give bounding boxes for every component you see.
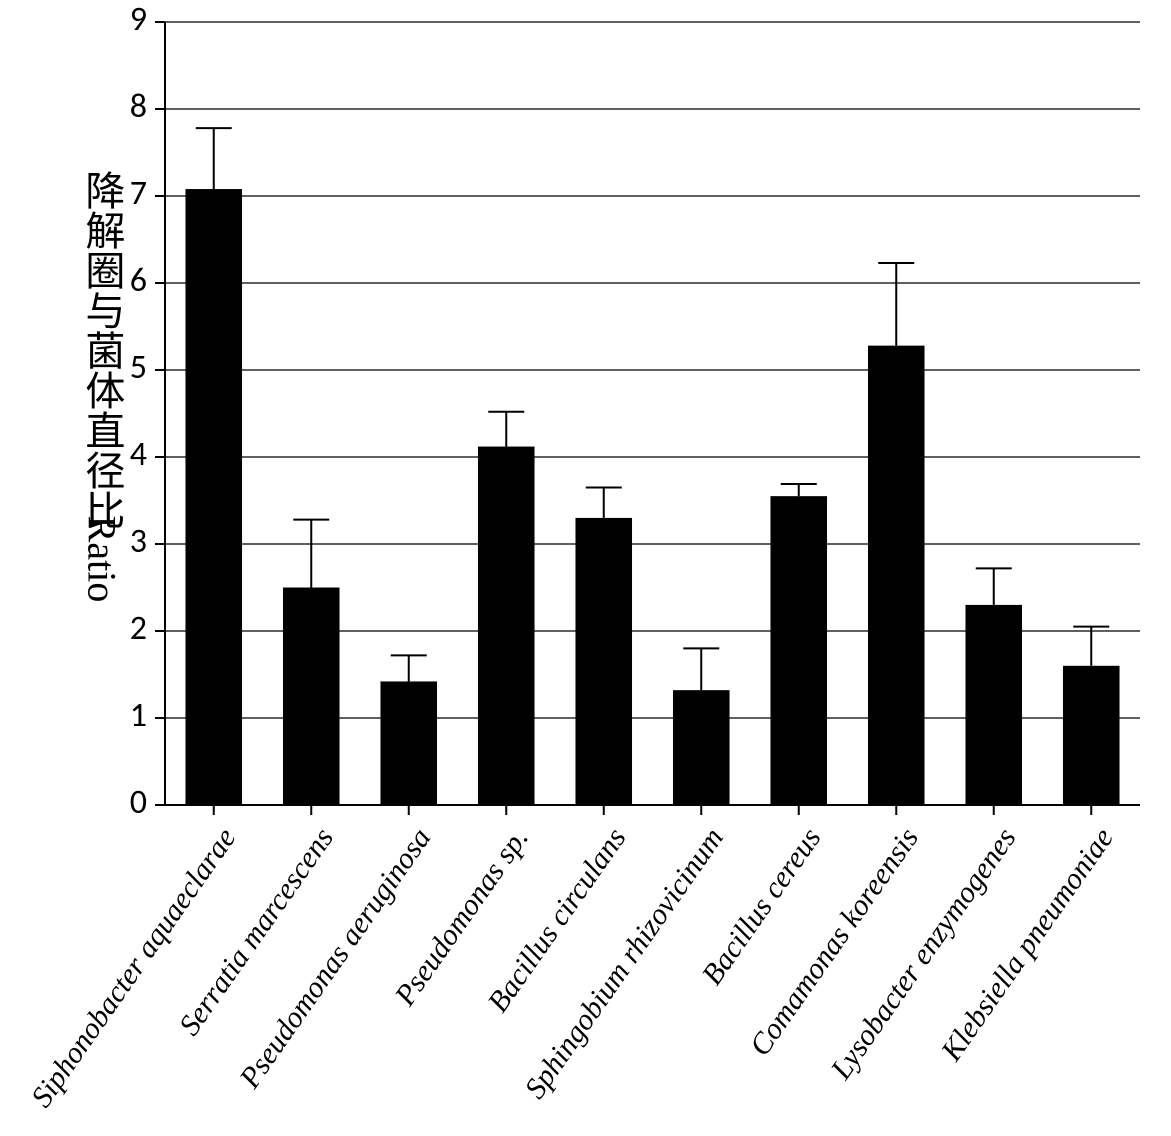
y-axis-label-cjk: 降解圈与菌体直径比 — [79, 170, 124, 530]
svg-text:9: 9 — [130, 0, 147, 40]
svg-text:8: 8 — [130, 86, 147, 127]
svg-text:Sphingobium rhizovicinum: Sphingobium rhizovicinum — [518, 822, 730, 1105]
bar-chart: 0123456789Siphonobacter aquaeclaraeSerra… — [0, 0, 1171, 1136]
svg-text:1: 1 — [130, 695, 147, 736]
svg-text:2: 2 — [130, 608, 147, 649]
y-axis-label: 降解圈与菌体直径比Ratio — [58, 170, 145, 580]
svg-text:Lysobacter enzymogenes: Lysobacter enzymogenes — [824, 822, 1023, 1086]
svg-text:Comamonas koreensis: Comamonas koreensis — [743, 822, 925, 1062]
y-axis-label-latin: Ratio — [80, 516, 122, 603]
chart-container: 降解圈与菌体直径比Ratio 0123456789Siphonobacter a… — [0, 0, 1171, 1136]
svg-text:Klebsiella pneumoniae: Klebsiella pneumoniae — [934, 822, 1120, 1068]
svg-text:0: 0 — [130, 782, 147, 823]
svg-text:Pseudomonas aeruginosa: Pseudomonas aeruginosa — [233, 822, 438, 1095]
